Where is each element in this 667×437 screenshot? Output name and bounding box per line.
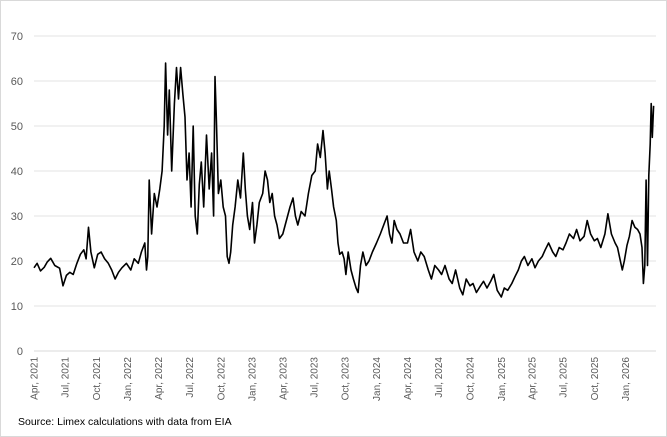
x-tick-label: Jul, 2024 bbox=[434, 357, 445, 398]
y-tick-label: 30 bbox=[11, 211, 23, 223]
x-axis-labels: Apr, 2021 Jul, 2021 Oct, 2021 Jan, 2022 Apr,… bbox=[30, 357, 633, 401]
x-tick-label: Apr, 2023 bbox=[278, 357, 289, 400]
x-tick-label: Jul, 2021 bbox=[61, 357, 72, 398]
y-tick-label: 60 bbox=[11, 76, 23, 88]
x-tick-label: Jan, 2023 bbox=[248, 357, 259, 401]
x-tick-label: Apr, 2022 bbox=[154, 357, 165, 400]
y-tick-label: 50 bbox=[11, 121, 23, 133]
y-tick-label: 10 bbox=[11, 301, 23, 313]
series-line bbox=[33, 62, 655, 298]
x-tick-label: Jul, 2022 bbox=[185, 357, 196, 398]
x-tick-label: Apr, 2025 bbox=[527, 357, 538, 400]
x-tick-label: Oct, 2022 bbox=[216, 357, 227, 401]
gridlines bbox=[34, 35, 656, 307]
x-tick-label: Jan, 2024 bbox=[372, 357, 383, 401]
x-tick-label: Jan, 2022 bbox=[123, 357, 134, 401]
y-tick-label: 40 bbox=[11, 166, 23, 178]
y-tick-label: 70 bbox=[11, 31, 23, 43]
x-tick-label: Jul, 2023 bbox=[309, 357, 320, 398]
y-tick-label: 20 bbox=[11, 256, 23, 268]
x-tick-label: Jan, 2025 bbox=[497, 357, 508, 401]
x-tick-label: Oct, 2021 bbox=[92, 357, 103, 401]
x-tick-label: Oct, 2023 bbox=[341, 357, 352, 401]
y-tick-label: 0 bbox=[17, 346, 23, 358]
x-tick-label: Oct, 2024 bbox=[465, 357, 476, 401]
source-note: Source: Limex calculations with data fro… bbox=[18, 416, 232, 428]
x-tick-label: Oct, 2025 bbox=[590, 357, 601, 401]
x-tick-label: Jul, 2025 bbox=[558, 357, 569, 398]
y-axis-labels: 0 10 20 30 40 50 60 70 bbox=[11, 31, 23, 358]
x-tick-label: Apr, 2021 bbox=[30, 357, 41, 400]
x-tick-label: Jan, 2026 bbox=[621, 357, 632, 401]
x-tick-label: Apr, 2024 bbox=[403, 357, 414, 400]
